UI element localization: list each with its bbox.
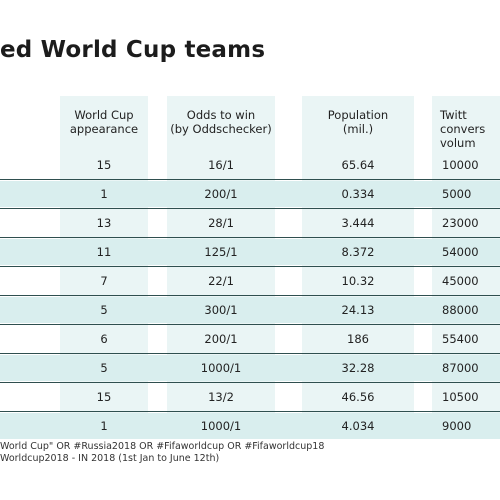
cell-odds: 1000/1	[200, 419, 242, 433]
cell-odds: 300/1	[204, 303, 238, 317]
cell-odds: 200/1	[204, 332, 238, 346]
row-divider	[0, 353, 500, 354]
cell-odds: 1000/1	[200, 361, 242, 375]
header-odds-label: Odds to win (by Oddschecker)	[170, 108, 272, 136]
header-population: Population (mil.)	[302, 108, 414, 136]
cell-appearance: 13	[96, 216, 112, 230]
cell-twitter: 55400	[442, 332, 479, 346]
cell-appearance: 6	[100, 332, 108, 346]
cell-appearance: 1	[100, 419, 108, 433]
cell-appearance: 15	[96, 390, 112, 404]
row-divider	[0, 411, 500, 412]
cell-appearance: 5	[100, 303, 108, 317]
table-row: 7 22/1 10.32 45000	[0, 268, 500, 294]
header-twitter: Twitt convers volum	[440, 108, 500, 150]
row-divider	[0, 295, 500, 296]
table-row: 5 1000/1 32.28 87000	[0, 355, 500, 381]
cell-odds: 22/1	[208, 274, 234, 288]
footnote-2: Worldcup2018 - IN 2018 (1st Jan to June …	[0, 453, 220, 464]
header-appearance: World Cup appearance	[60, 108, 148, 136]
cell-population: 65.64	[341, 158, 375, 172]
header-twitter-label: Twitt convers volum	[440, 108, 486, 150]
cell-appearance: 1	[100, 187, 108, 201]
table-row: 5 300/1 24.13 88000	[0, 297, 500, 323]
cell-twitter: 9000	[442, 419, 472, 433]
cell-odds: 16/1	[208, 158, 234, 172]
cell-population: 186	[347, 332, 369, 346]
cell-twitter: 10000	[442, 158, 479, 172]
row-divider	[0, 324, 500, 325]
row-divider	[0, 382, 500, 383]
cell-appearance: 11	[96, 245, 112, 259]
cell-twitter: 87000	[442, 361, 479, 375]
cell-population: 24.13	[341, 303, 375, 317]
cell-twitter: 54000	[442, 245, 479, 259]
cell-population: 32.28	[341, 361, 375, 375]
row-divider	[0, 266, 500, 267]
cell-odds: 13/2	[208, 390, 234, 404]
cell-twitter: 45000	[442, 274, 479, 288]
header-appearance-label: World Cup appearance	[69, 108, 139, 136]
cell-odds: 200/1	[204, 187, 238, 201]
table-row: 15 16/1 65.64 10000	[0, 152, 500, 178]
cell-appearance: 5	[100, 361, 108, 375]
row-divider	[0, 179, 500, 180]
header-population-label: Population (mil.)	[327, 108, 389, 136]
page-title: ed World Cup teams	[0, 37, 266, 63]
cell-population: 3.444	[341, 216, 375, 230]
cell-twitter: 5000	[442, 187, 472, 201]
table-row: 1 1000/1 4.034 9000	[0, 413, 500, 439]
header-odds: Odds to win (by Oddschecker)	[167, 108, 275, 136]
cell-population: 8.372	[341, 245, 375, 259]
table-row: 13 28/1 3.444 23000	[0, 210, 500, 236]
cell-appearance: 7	[100, 274, 108, 288]
row-divider	[0, 237, 500, 238]
table-row: 15 13/2 46.56 10500	[0, 384, 500, 410]
cell-population: 0.334	[341, 187, 375, 201]
cell-appearance: 15	[96, 158, 112, 172]
cell-odds: 28/1	[208, 216, 234, 230]
cell-population: 10.32	[341, 274, 375, 288]
row-divider	[0, 208, 500, 209]
cell-twitter: 23000	[442, 216, 479, 230]
cell-population: 46.56	[341, 390, 375, 404]
footnote-1: World Cup" OR #Russia2018 OR #Fifaworldc…	[0, 441, 325, 452]
table-row: 11 125/1 8.372 54000	[0, 239, 500, 265]
cell-twitter: 10500	[442, 390, 479, 404]
cell-odds: 125/1	[204, 245, 238, 259]
table-row: 6 200/1 186 55400	[0, 326, 500, 352]
cell-population: 4.034	[341, 419, 375, 433]
cell-twitter: 88000	[442, 303, 479, 317]
table-row: 1 200/1 0.334 5000	[0, 181, 500, 207]
